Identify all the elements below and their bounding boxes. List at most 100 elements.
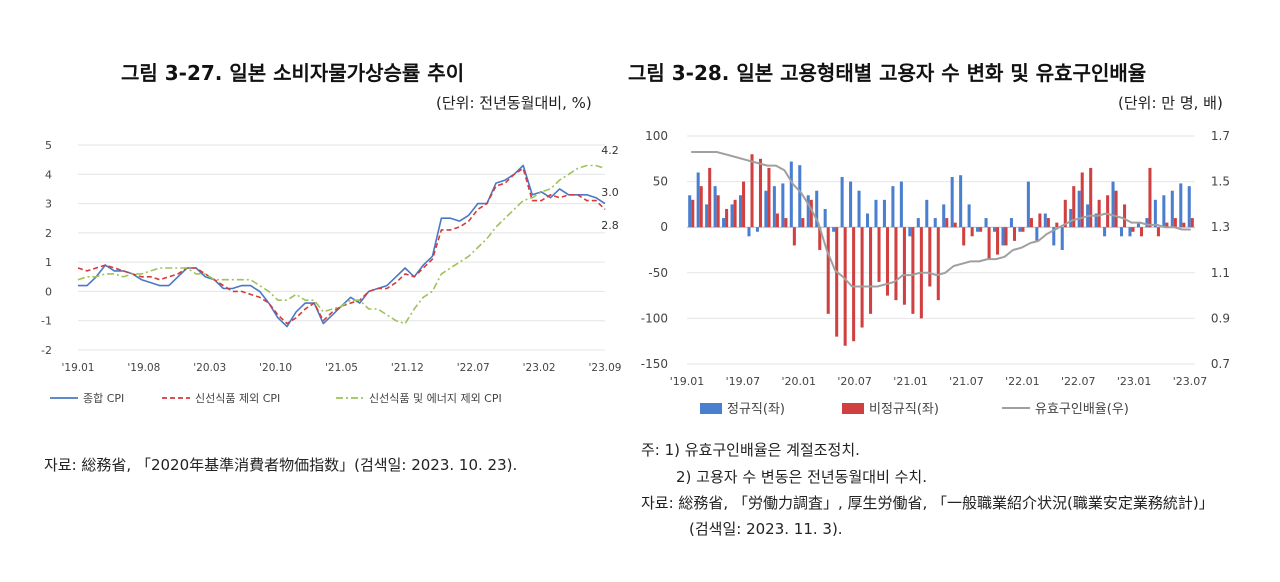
emp-legend-label: 유효구인배율(우): [1035, 402, 1129, 417]
cpi-x-tick: '21.05: [325, 362, 358, 374]
emp-bar-nonregular: [996, 227, 1000, 255]
emp-bar-nonregular: [775, 213, 779, 228]
emp-bar-nonregular: [1021, 227, 1025, 232]
emp-y-axis-right: 1.7 1.5 1.3 1.1 0.9 0.7: [1211, 129, 1230, 371]
emp-bar-regular: [950, 177, 954, 228]
right-note-1: 주: 1) 유효구인배율은 계절조정치.: [641, 441, 860, 459]
cpi-series-lines: [77, 164, 606, 328]
emp-bar-nonregular: [987, 227, 991, 260]
emp-bar-regular: [1136, 222, 1140, 228]
cpi-y-tick: -1: [41, 315, 52, 328]
emp-bar-nonregular: [1012, 227, 1017, 241]
emp-bar-regular: [992, 227, 997, 232]
emp-legend-swatch-nonregular: [842, 403, 864, 414]
emp-y2-tick: 0.7: [1211, 357, 1230, 371]
emp-bar-regular: [1026, 181, 1030, 228]
emp-bar-regular: [1170, 190, 1174, 228]
emp-bar-regular: [1009, 218, 1013, 228]
right-source-date: (검색일: 2023. 11. 3).: [689, 520, 843, 538]
emp-bar-nonregular: [835, 227, 839, 337]
cpi-x-tick: '22.07: [457, 362, 490, 374]
emp-bar-regular: [705, 204, 709, 228]
emp-bar-regular: [1043, 213, 1047, 228]
emp-bar-nonregular: [716, 195, 720, 228]
emp-bar-regular: [1187, 186, 1191, 228]
cpi-x-tick: '20.10: [259, 362, 292, 374]
emp-legend-label: 비정규직(좌): [869, 402, 939, 417]
emp-bars: [688, 154, 1194, 346]
emp-bar-nonregular: [885, 227, 890, 296]
emp-bar-regular: [688, 195, 692, 228]
right-source-note: 자료: 総務省, 「労働力調査」, 厚生労働省, 「一般職業紹介状況(職業安定業…: [641, 494, 1214, 512]
emp-bar-nonregular: [1029, 218, 1033, 228]
emp-bar-nonregular: [1080, 172, 1084, 228]
emp-bar-nonregular: [1106, 195, 1110, 228]
cpi-chart: 5 4 3 2 1 0 -1 -2 '19.01 '19.08 '20.03 '20.10 '21.0…: [41, 139, 622, 405]
emp-y-tick: 100: [645, 129, 668, 143]
emp-bar-regular: [730, 204, 734, 228]
emp-y-tick: 50: [653, 175, 668, 189]
emp-ratio-line-series: [691, 151, 1191, 288]
emp-bar-regular: [764, 190, 768, 228]
emp-bar-nonregular: [1148, 167, 1152, 228]
emp-bar-nonregular: [708, 167, 712, 228]
emp-bar-nonregular: [758, 158, 763, 228]
emp-legend: 정규직(좌) 비정규직(좌) 유효구인배율(우): [700, 402, 1129, 417]
emp-bar-nonregular: [843, 227, 847, 346]
emp-bar-regular: [1069, 208, 1073, 228]
emp-x-tick: '23.07: [1173, 375, 1208, 388]
emp-bar-regular: [1018, 227, 1022, 232]
emp-bar-nonregular: [1063, 199, 1067, 228]
emp-bar-nonregular: [1165, 222, 1169, 228]
cpi-y-tick: 0: [45, 285, 52, 298]
cpi-x-axis: '19.01 '19.08 '20.03 '20.10 '21.05 '21.12 '22.…: [62, 362, 622, 374]
cpi-annotation: 2.8: [601, 219, 619, 232]
employment-chart: 100 50 0 -50 -100 -150 1.7 1.5 1.3 1.1 0.9 0.7 '19…: [641, 129, 1230, 417]
emp-bar-regular: [882, 199, 886, 228]
emp-bar-nonregular: [1038, 213, 1042, 228]
right-chart-title: 그림 3-28. 일본 고용형태별 고용자 수 변화 및 유효구인배율: [628, 61, 1147, 85]
cpi-legend-label: 종합 CPI: [83, 392, 124, 405]
emp-y-tick: -50: [648, 266, 668, 280]
cpi-x-tick: '23.09: [589, 362, 622, 374]
emp-ratio-line: [691, 151, 1191, 288]
cpi-annotation: 3.0: [601, 186, 619, 199]
emp-y-axis-left: 100 50 0 -50 -100 -150: [641, 129, 668, 371]
emp-bar-nonregular: [928, 227, 932, 287]
emp-bar-nonregular: [1173, 218, 1177, 228]
cpi-y-tick: 2: [45, 227, 52, 240]
emp-bar-regular: [967, 204, 971, 228]
emp-bar-regular: [1060, 227, 1064, 250]
emp-bar-regular: [925, 199, 929, 228]
cpi-y-tick: 5: [45, 139, 52, 152]
cpi-legend-label: 신선식품 및 에너지 제외 CPI: [369, 392, 502, 405]
emp-bar-nonregular: [1055, 222, 1059, 228]
cpi-gridlines: [78, 144, 605, 351]
emp-bar-regular: [1077, 190, 1081, 228]
left-chart-title: 그림 3-27. 일본 소비자물가상승률 추이: [121, 61, 465, 85]
emp-x-tick: '19.01: [670, 375, 705, 388]
emp-x-tick: '21.07: [949, 375, 984, 388]
emp-bar-regular: [755, 227, 759, 232]
cpi-series-line-1: [78, 164, 606, 328]
emp-bar-nonregular: [877, 227, 881, 282]
cpi-annotations: 4.2 3.0 2.8: [601, 144, 619, 232]
emp-bar-regular: [815, 190, 819, 228]
emp-x-tick: '21.01: [893, 375, 928, 388]
right-chart-unit: (단위: 만 명, 배): [1118, 94, 1223, 112]
emp-bar-nonregular: [809, 199, 813, 228]
emp-bar-regular: [840, 177, 844, 228]
cpi-x-tick: '21.12: [391, 362, 424, 374]
emp-bar-nonregular: [852, 227, 856, 342]
emp-bar-regular: [857, 190, 861, 228]
emp-gridlines: [687, 135, 1195, 365]
emp-bar-regular: [738, 195, 743, 228]
emp-bar-nonregular: [902, 227, 906, 305]
emp-bar-regular: [696, 172, 700, 228]
left-chart-unit: (단위: 전년동월대비, %): [436, 94, 592, 112]
emp-bar-nonregular: [945, 218, 949, 228]
right-note-2: 2) 고용자 수 변동은 전년동월대비 수치.: [676, 468, 928, 486]
emp-x-tick: '20.01: [782, 375, 817, 388]
emp-bar-regular: [1179, 183, 1183, 228]
emp-bar-regular: [713, 186, 717, 228]
